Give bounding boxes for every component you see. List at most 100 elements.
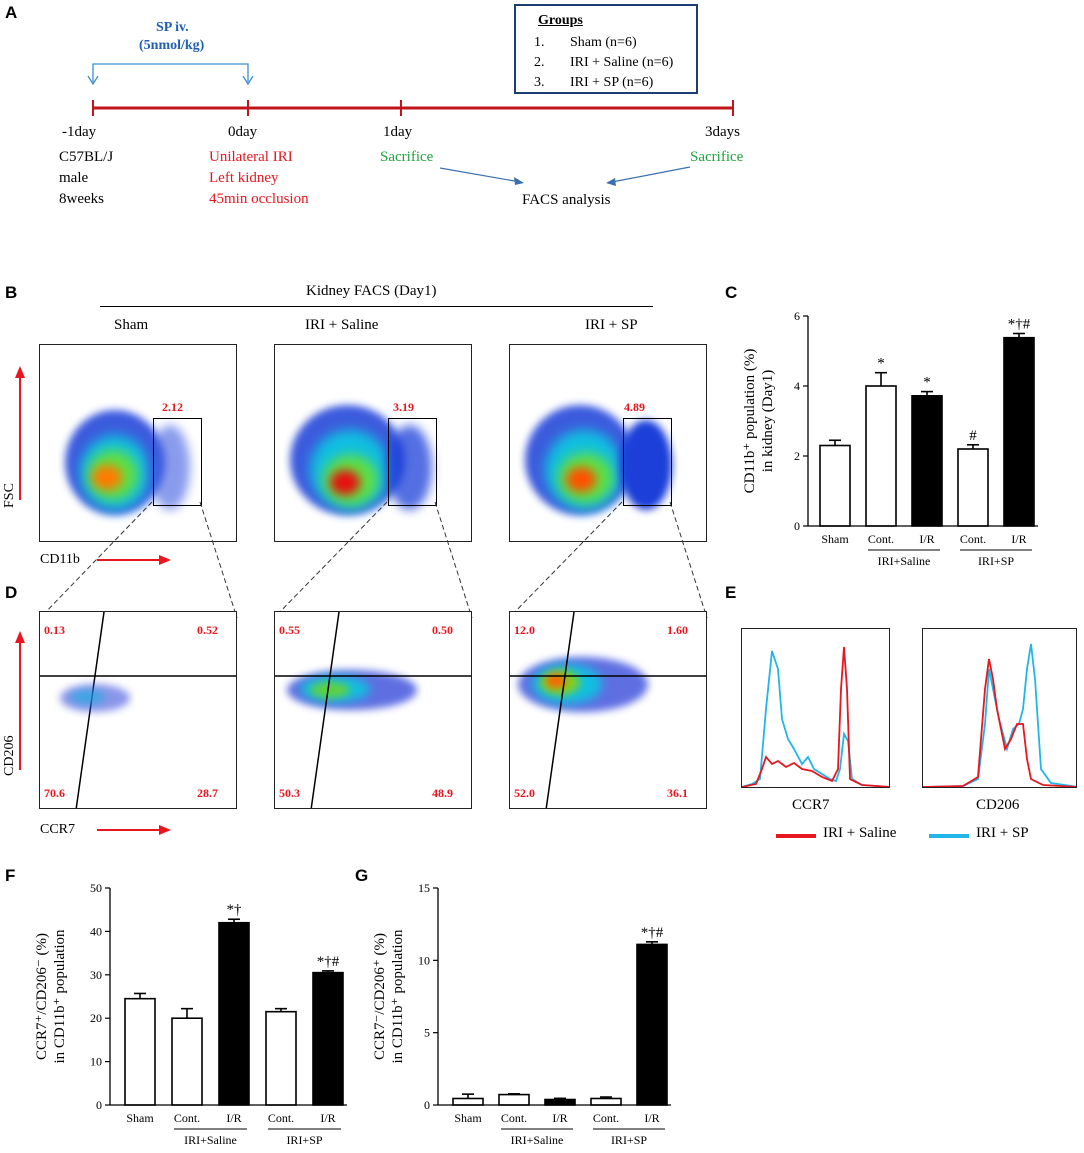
y-tick-label-10: 10 bbox=[418, 953, 430, 967]
histogram-ccr7 bbox=[741, 628, 890, 788]
panel-label-c: C bbox=[725, 283, 738, 302]
group-row-2: 2. IRI + Saline (n=6) bbox=[534, 55, 674, 70]
x-tick-label-3: Cont. bbox=[960, 532, 986, 546]
y-tick-label-20: 20 bbox=[90, 1011, 102, 1025]
cd11b-label: CD11b bbox=[40, 552, 80, 567]
y-axis-label: CCR7⁻/CD206⁺ (%) in CD11b⁺ population bbox=[372, 929, 406, 1064]
x-tick-label-4: I/R bbox=[644, 1111, 659, 1125]
legend-swatch-saline bbox=[776, 834, 816, 838]
quad-plot-sham: 0.13 0.52 70.6 28.7 bbox=[39, 611, 237, 809]
y-axis-label-line1: CCR7⁻/CD206⁺ (%) bbox=[372, 933, 388, 1060]
procedure-1: Unilateral IRI bbox=[209, 149, 293, 165]
y-tick-label-0: 0 bbox=[794, 519, 800, 533]
panel-label-g: G bbox=[355, 866, 369, 885]
bar-4 bbox=[312, 971, 344, 1106]
bar-4 bbox=[636, 943, 668, 1106]
y-axis-label: CCR7⁺/CD206⁻ (%) in CD11b⁺ population bbox=[34, 929, 68, 1064]
mouse-strain: C57BL/J bbox=[59, 149, 114, 165]
group-label-1: IRI+SP bbox=[611, 1133, 647, 1147]
bar-1 bbox=[171, 1017, 203, 1106]
ccr7-label: CCR7 bbox=[40, 822, 76, 837]
x-tick-label-1: Cont. bbox=[868, 532, 894, 546]
bar-3 bbox=[590, 1097, 622, 1106]
sacrifice-day3: Sacrifice bbox=[690, 149, 744, 165]
density-plot-saline: 3.19 bbox=[274, 344, 472, 542]
gate-saline bbox=[388, 418, 437, 506]
facs-title: Kidney FACS (Day1) bbox=[306, 283, 437, 299]
x-tick-label-0: Sham bbox=[821, 532, 849, 546]
bar-chart-f: 0 10 20 30 40 50 CCR7⁺/CD206⁻ (%) in CD11b⁺ pop… bbox=[34, 881, 347, 1147]
quad-ul-sp: 12.0 bbox=[514, 623, 535, 637]
y-tick-label-50: 50 bbox=[90, 881, 102, 895]
quad-plot-sp: 12.0 1.60 52.0 36.1 bbox=[509, 611, 707, 809]
y-tick-label-0: 0 bbox=[424, 1098, 430, 1112]
panel-label-b: B bbox=[5, 283, 18, 302]
sp-arrow-right bbox=[242, 75, 254, 86]
bar-2 bbox=[544, 1098, 576, 1106]
quad-ul-sham: 0.13 bbox=[44, 623, 65, 637]
x-tick-label-0: Sham bbox=[126, 1111, 154, 1125]
quad-ll-sham: 70.6 bbox=[44, 786, 65, 800]
arrow-sacrifice-3 bbox=[611, 166, 691, 183]
bar-0 bbox=[452, 1097, 484, 1106]
bar-2 bbox=[911, 395, 943, 527]
sp-dose: (5nmol/kg) bbox=[139, 38, 205, 53]
quad-ll-saline: 50.3 bbox=[279, 786, 300, 800]
y-tick-label-4: 4 bbox=[794, 379, 800, 393]
x-tick-label-1: Cont. bbox=[174, 1111, 200, 1125]
x-tick-label-0: Sham bbox=[454, 1111, 482, 1125]
density-plot-sham: 2.12 bbox=[39, 344, 237, 542]
cd206-arrow bbox=[15, 631, 25, 770]
quad-lr-sp: 36.1 bbox=[667, 786, 688, 800]
y-tick-label-5: 5 bbox=[424, 1026, 430, 1040]
sacrifice-day1: Sacrifice bbox=[380, 149, 434, 165]
panel-label-e: E bbox=[725, 583, 737, 602]
y-tick-label-30: 30 bbox=[90, 968, 102, 982]
bar-1 bbox=[498, 1093, 530, 1106]
x-tick-label-4: I/R bbox=[1011, 532, 1026, 546]
bar-annotation-4: *†# bbox=[1008, 317, 1031, 333]
legend-label-sp: IRI + SP bbox=[976, 825, 1029, 841]
y-tick-label-40: 40 bbox=[90, 924, 102, 938]
group-row-1: 1. Sham (n=6) bbox=[534, 35, 637, 50]
bar-0 bbox=[124, 997, 156, 1106]
x-tick-label-2: I/R bbox=[226, 1111, 241, 1125]
panel-label-d: D bbox=[5, 583, 18, 602]
bar-0 bbox=[819, 444, 851, 527]
sp-arrow-left bbox=[87, 75, 99, 86]
quad-ur-sham: 0.52 bbox=[197, 623, 218, 637]
y-axis-label-line2: in kidney (Day1) bbox=[760, 370, 776, 472]
quad-ll-sp: 52.0 bbox=[514, 786, 535, 800]
quad-ur-sp: 1.60 bbox=[667, 623, 688, 637]
group-label-1: IRI+SP bbox=[286, 1133, 322, 1147]
bar-3 bbox=[957, 448, 989, 527]
quad-lr-saline: 48.9 bbox=[432, 786, 453, 800]
sp-bracket bbox=[92, 63, 249, 82]
y-tick-label-15: 15 bbox=[418, 881, 430, 895]
y-tick-label-0: 0 bbox=[96, 1098, 102, 1112]
y-axis-label-line2: in CD11b⁺ population bbox=[390, 929, 406, 1064]
hist-label-ccr7: CCR7 bbox=[792, 797, 830, 813]
groups-box: Groups 1. Sham (n=6) 2. IRI + Saline (n=6)… bbox=[514, 4, 698, 94]
bar-chart-g: 0 5 10 15 CCR7⁻/CD206⁺ (%) in CD11b⁺ populati… bbox=[372, 881, 671, 1147]
ccr7-arrow bbox=[97, 825, 171, 835]
x-tick-label-1: Cont. bbox=[501, 1111, 527, 1125]
density-plot-sp: 4.89 bbox=[509, 344, 707, 542]
quad-plot-saline: 0.55 0.50 50.3 48.9 bbox=[274, 611, 472, 809]
facs-title-rule bbox=[100, 306, 653, 307]
group-label-0: IRI+Saline bbox=[511, 1133, 564, 1147]
mouse-age: 8weeks bbox=[59, 191, 104, 207]
bar-chart-c: 0 2 4 6 CD11b⁺ population (%) in kidney (Day1… bbox=[742, 309, 1038, 568]
histogram-cd206 bbox=[922, 628, 1077, 788]
cd206-label: CD206 bbox=[2, 735, 17, 776]
group-label-1: IRI+SP bbox=[978, 554, 1014, 568]
x-tick-label-2: I/R bbox=[919, 532, 934, 546]
fsc-arrow bbox=[15, 366, 25, 500]
col-title-sp: IRI + SP bbox=[585, 317, 638, 333]
bar-annotation-2: *† bbox=[227, 902, 243, 918]
gate-sp bbox=[623, 418, 672, 506]
cd11b-arrow bbox=[97, 555, 171, 565]
y-axis-label-line2: in CD11b⁺ population bbox=[52, 929, 68, 1064]
y-axis-label-line1: CCR7⁺/CD206⁻ (%) bbox=[34, 933, 50, 1060]
procedure-3: 45min occlusion bbox=[209, 191, 309, 207]
